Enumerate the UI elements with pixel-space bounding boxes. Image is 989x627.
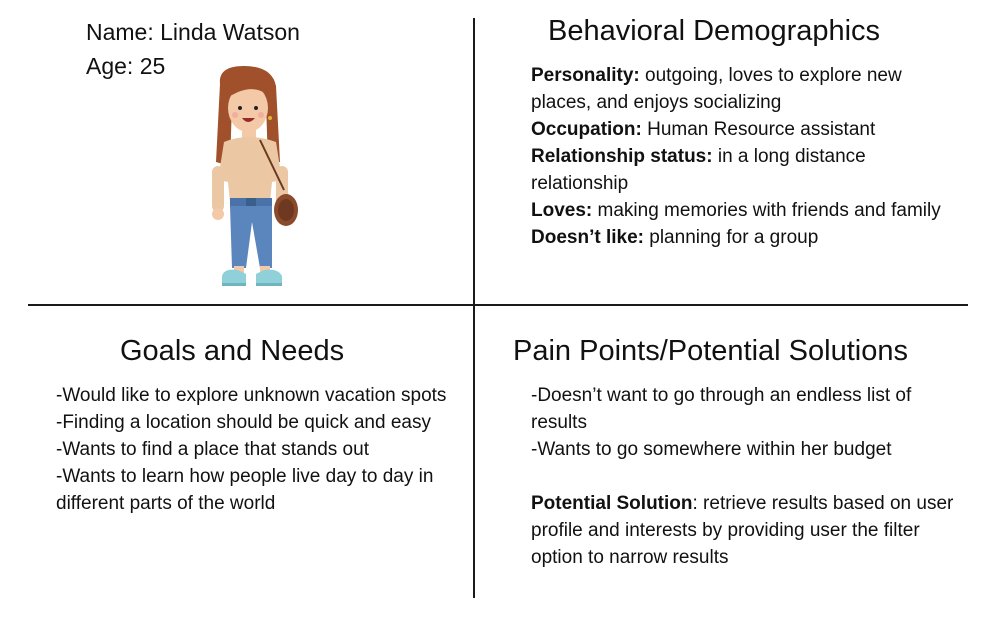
- loves-item: Loves: making memories with friends and …: [531, 197, 961, 224]
- goals-and-needs-list: -Would like to explore unknown vacation …: [56, 382, 456, 517]
- doesnt-like-item: Doesn’t like: planning for a group: [531, 224, 961, 251]
- item-label: Doesn’t like:: [531, 227, 644, 248]
- persona-age: Age: 25: [86, 53, 165, 80]
- list-item: -Wants to learn how people live day to d…: [56, 466, 434, 514]
- solution-value: : retrieve results based on user profile…: [531, 493, 954, 568]
- item-label: Relationship status:: [531, 146, 713, 167]
- persona-avatar-illustration: [212, 66, 298, 286]
- list-item: -Wants to go somewhere within her budget: [531, 439, 892, 460]
- vertical-divider: [473, 18, 475, 598]
- list-item: -Would like to explore unknown vacation …: [56, 385, 447, 406]
- age-value: 25: [139, 53, 166, 79]
- item-value: in a long distance relationship: [531, 146, 866, 194]
- behavioral-demographics-list: Personality: outgoing, loves to explore …: [531, 62, 961, 251]
- behavioral-demographics-title: Behavioral Demographics: [548, 15, 881, 47]
- pain-points-title: Pain Points/Potential Solutions: [513, 335, 908, 367]
- pain-points-list: -Doesn’t want to go through an endless l…: [531, 382, 961, 571]
- item-label: Personality:: [531, 65, 640, 86]
- list-item: -Doesn’t want to go through an endless l…: [531, 385, 912, 433]
- name-label: Name:: [86, 19, 154, 45]
- item-value: outgoing, loves to explore new places, a…: [531, 65, 902, 113]
- item-value: making memories with friends and family: [597, 200, 941, 221]
- persona-name: Name: Linda Watson: [86, 19, 300, 46]
- goals-and-needs-title: Goals and Needs: [120, 335, 345, 367]
- personality-item: Personality: outgoing, loves to explore …: [531, 62, 961, 116]
- item-value: Human Resource assistant: [647, 119, 876, 140]
- item-value: planning for a group: [649, 227, 819, 248]
- list-item: -Wants to find a place that stands out: [56, 439, 369, 460]
- age-label: Age:: [86, 53, 134, 79]
- name-value: Linda Watson: [160, 19, 300, 45]
- list-item: -Finding a location should be quick and …: [56, 412, 431, 433]
- solution-label: Potential Solution: [531, 493, 693, 514]
- item-label: Occupation:: [531, 119, 642, 140]
- horizontal-divider: [28, 304, 968, 306]
- relationship-status-item: Relationship status: in a long distance …: [531, 143, 961, 197]
- occupation-item: Occupation: Human Resource assistant: [531, 116, 961, 143]
- potential-solution: Potential Solution: retrieve results bas…: [531, 490, 961, 571]
- spacer: [531, 463, 961, 490]
- item-label: Loves:: [531, 200, 593, 221]
